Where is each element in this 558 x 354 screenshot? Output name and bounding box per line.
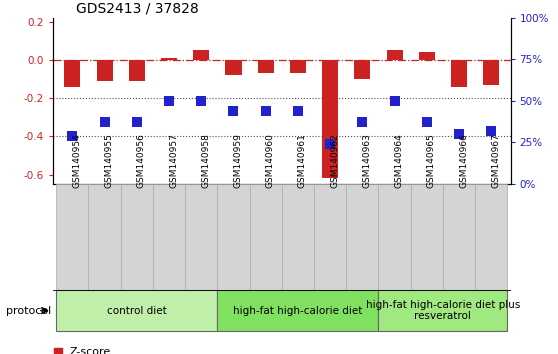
- Text: high-fat high-calorie diet: high-fat high-calorie diet: [233, 306, 363, 316]
- Bar: [451, 60, 467, 86]
- Text: GSM140954: GSM140954: [73, 133, 81, 188]
- Text: GSM140967: GSM140967: [491, 133, 500, 188]
- Point: [100, 119, 109, 125]
- Bar: [258, 60, 274, 73]
- Bar: [411, 184, 443, 290]
- Bar: [153, 184, 185, 290]
- Text: GSM140959: GSM140959: [233, 133, 243, 188]
- Text: GSM140961: GSM140961: [298, 133, 307, 188]
- Bar: [475, 184, 507, 290]
- Bar: [249, 184, 282, 290]
- Text: GSM140964: GSM140964: [395, 133, 403, 188]
- Text: GSM140965: GSM140965: [427, 133, 436, 188]
- Bar: [64, 60, 80, 86]
- Point: [132, 119, 141, 125]
- Text: GSM140956: GSM140956: [137, 133, 146, 188]
- Bar: [97, 60, 113, 81]
- Bar: [378, 290, 507, 331]
- Bar: [218, 290, 378, 331]
- Bar: [483, 60, 499, 85]
- Bar: [418, 52, 435, 60]
- Bar: [443, 184, 475, 290]
- Text: GDS2413 / 37828: GDS2413 / 37828: [76, 1, 199, 15]
- Text: GSM140962: GSM140962: [330, 133, 339, 188]
- Bar: [56, 290, 218, 331]
- Bar: [129, 60, 145, 81]
- Bar: [185, 184, 218, 290]
- Text: protocol: protocol: [6, 306, 51, 316]
- Point: [390, 98, 399, 104]
- Bar: [290, 60, 306, 73]
- Bar: [354, 60, 371, 79]
- Point: [197, 98, 206, 104]
- Bar: [314, 184, 346, 290]
- Bar: [121, 184, 153, 290]
- Text: GSM140960: GSM140960: [266, 133, 275, 188]
- Text: GSM140966: GSM140966: [459, 133, 468, 188]
- Point: [358, 119, 367, 125]
- Point: [319, 235, 328, 240]
- Bar: [322, 60, 338, 178]
- Bar: [218, 184, 249, 290]
- Text: GSM140957: GSM140957: [169, 133, 178, 188]
- Text: GSM140958: GSM140958: [201, 133, 210, 188]
- Bar: [378, 184, 411, 290]
- Point: [165, 98, 174, 104]
- Point: [422, 119, 431, 125]
- Bar: [387, 50, 403, 60]
- Text: GSM140963: GSM140963: [362, 133, 371, 188]
- Bar: [282, 184, 314, 290]
- Point: [294, 108, 302, 114]
- Point: [455, 131, 464, 137]
- Point: [68, 133, 77, 139]
- Text: high-fat high-calorie diet plus
resveratrol: high-fat high-calorie diet plus resverat…: [365, 300, 520, 321]
- Text: Z-score: Z-score: [69, 347, 110, 354]
- Point: [326, 141, 335, 147]
- Bar: [56, 184, 89, 290]
- Point: [487, 128, 496, 134]
- Point: [229, 108, 238, 114]
- Bar: [161, 58, 177, 60]
- Bar: [346, 184, 378, 290]
- Point: [261, 108, 270, 114]
- Text: control diet: control diet: [107, 306, 167, 316]
- Bar: [89, 184, 121, 290]
- Text: GSM140955: GSM140955: [104, 133, 114, 188]
- Bar: [193, 50, 209, 60]
- Bar: [225, 60, 242, 75]
